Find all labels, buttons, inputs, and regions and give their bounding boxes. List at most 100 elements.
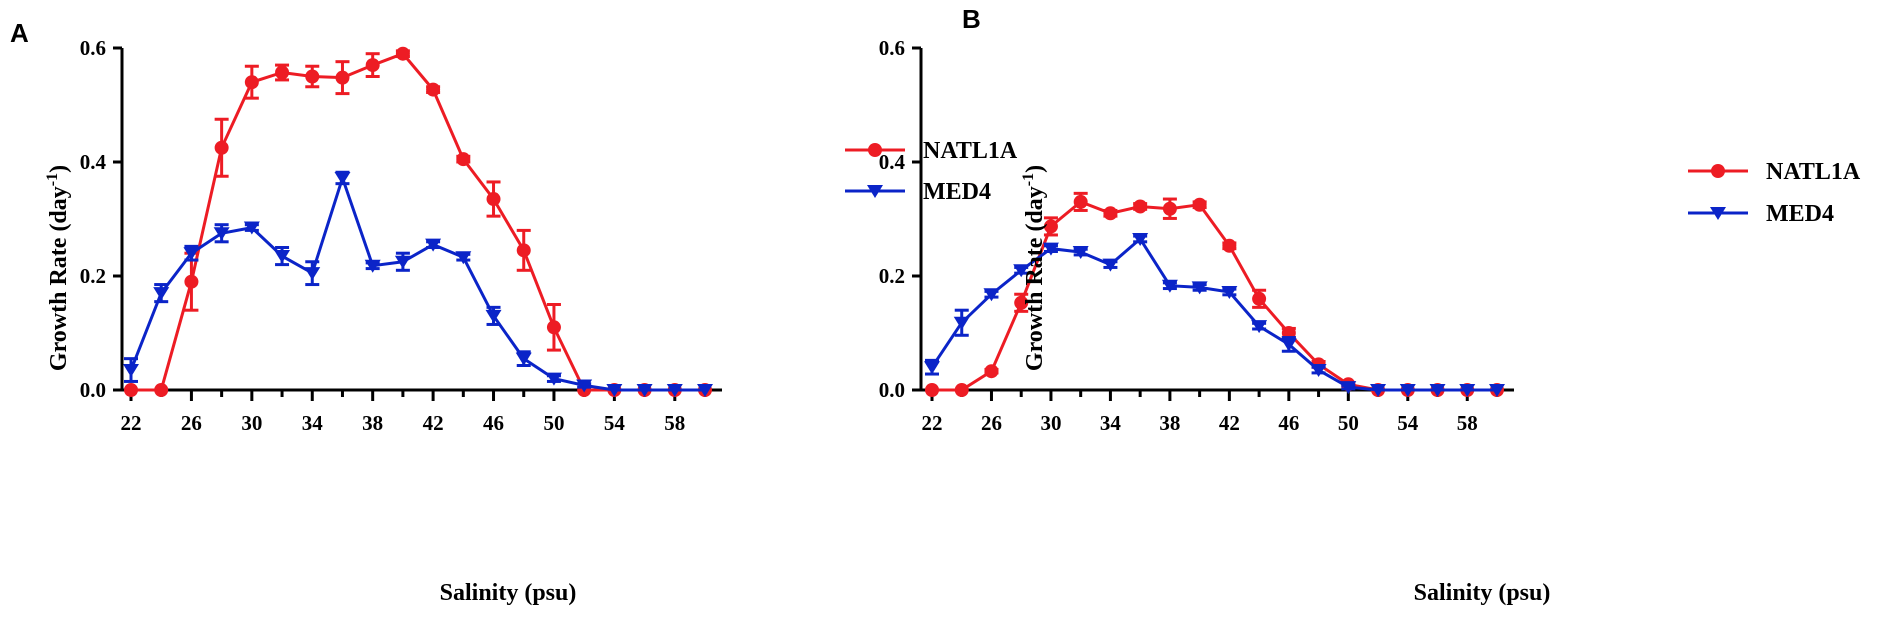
data-point-med4-b bbox=[1340, 381, 1357, 395]
data-point-med4-b bbox=[1399, 384, 1416, 397]
y-tick-label-a: 0.0 bbox=[80, 378, 106, 402]
data-point-natl1a-b bbox=[925, 383, 939, 397]
legend-label-natl1a-b: NATL1A bbox=[1766, 159, 1861, 185]
y-axis-label-a: Growth Rate (day-1) bbox=[44, 165, 72, 371]
data-point-natl1a-b bbox=[1252, 291, 1267, 306]
y-axis-label-b: Growth Rate (day-1) bbox=[1020, 165, 1048, 371]
x-tick-label-a: 26 bbox=[181, 411, 202, 435]
data-point-med4-b bbox=[1072, 246, 1089, 260]
legend-a: NATL1A MED4 bbox=[845, 138, 1018, 205]
legend-label-natl1a-a: NATL1A bbox=[923, 138, 1018, 164]
data-point-med4-b bbox=[1429, 384, 1446, 397]
data-point-med4-a bbox=[213, 227, 230, 241]
x-tick-label-a: 58 bbox=[664, 411, 685, 435]
data-point-med4-a bbox=[123, 364, 139, 378]
legend-marker-natl1a-b bbox=[1711, 164, 1725, 178]
data-point-natl1a-a bbox=[124, 383, 138, 397]
data-point-med4-b bbox=[1221, 285, 1238, 299]
data-point-med4-a bbox=[636, 384, 653, 397]
x-tick-label-a: 22 bbox=[121, 411, 142, 435]
data-point-med4-a bbox=[545, 372, 562, 386]
x-tick-label-a: 42 bbox=[423, 411, 444, 435]
data-point-med4-b bbox=[1251, 320, 1268, 334]
x-tick-label-b: 50 bbox=[1338, 411, 1359, 435]
series-line-natl1a-a bbox=[131, 51, 705, 392]
series-line-med4-a bbox=[129, 173, 705, 392]
data-point-med4-a bbox=[515, 352, 532, 366]
series-line-natl1a-b bbox=[932, 200, 1497, 392]
x-tick-label-a: 30 bbox=[241, 411, 262, 435]
data-point-med4-a bbox=[425, 238, 442, 252]
data-point-natl1a-a bbox=[395, 46, 410, 61]
legend-label-med4-b: MED4 bbox=[1766, 201, 1834, 227]
data-point-natl1a-b bbox=[1192, 197, 1207, 212]
data-point-natl1a-b bbox=[984, 364, 999, 379]
x-tick-label-a: 38 bbox=[362, 411, 383, 435]
data-point-med4-a bbox=[455, 251, 472, 265]
data-point-med4-a bbox=[394, 255, 411, 269]
x-tick-label-b: 34 bbox=[1100, 411, 1122, 435]
data-point-med4-a bbox=[576, 379, 593, 393]
panel-label-a: A bbox=[10, 18, 29, 48]
data-point-med4-a bbox=[183, 247, 200, 261]
legend-b: NATL1A MED4 bbox=[1688, 159, 1861, 227]
x-tick-label-a: 34 bbox=[302, 411, 324, 435]
y-axis-label-close-b: ) bbox=[1022, 165, 1048, 173]
y-axis-label-main-a: Growth Rate (day bbox=[46, 186, 72, 371]
legend-marker-natl1a-a bbox=[868, 143, 882, 157]
data-point-natl1a-a bbox=[365, 58, 380, 73]
data-point-med4-b bbox=[1459, 384, 1476, 397]
legend-marker-med4-a bbox=[867, 185, 883, 198]
y-tick-label-a: 0.4 bbox=[80, 150, 107, 174]
data-point-natl1a-a bbox=[426, 82, 441, 97]
data-point-natl1a-b bbox=[1014, 295, 1029, 310]
data-point-med4-b bbox=[1489, 384, 1505, 397]
data-point-natl1a-b bbox=[1103, 206, 1118, 221]
panel-label-b: B bbox=[962, 4, 981, 34]
x-tick-label-a: 46 bbox=[483, 411, 504, 435]
data-point-med4-b bbox=[1042, 242, 1059, 256]
y-axis-label-sup-a: -1 bbox=[44, 173, 61, 186]
data-point-med4-b bbox=[1013, 264, 1030, 278]
y-tick-label-a: 0.6 bbox=[80, 36, 106, 60]
y-tick-label-a: 0.2 bbox=[80, 264, 106, 288]
data-point-natl1a-a bbox=[275, 65, 290, 80]
x-tick-label-b: 38 bbox=[1159, 411, 1180, 435]
data-point-natl1a-b bbox=[1043, 219, 1058, 234]
data-point-med4-b bbox=[1132, 232, 1149, 246]
data-point-med4-b bbox=[1161, 279, 1178, 293]
y-tick-label-b: 0.2 bbox=[879, 264, 905, 288]
x-axis-label-b: Salinity (psu) bbox=[1414, 580, 1551, 606]
x-tick-label-b: 46 bbox=[1278, 411, 1299, 435]
y-tick-label-b: 0.0 bbox=[879, 378, 905, 402]
data-point-natl1a-a bbox=[305, 69, 320, 84]
plot-area-a: 0.0 0.2 0.4 0.6 22 26 30 34 38 42 46 50 54 58 bbox=[80, 36, 722, 435]
data-point-natl1a-a bbox=[214, 140, 229, 155]
data-point-natl1a-a bbox=[456, 152, 471, 167]
data-point-med4-b bbox=[1191, 281, 1208, 295]
data-point-natl1a-a bbox=[335, 70, 350, 85]
x-tick-label-a: 54 bbox=[604, 411, 626, 435]
y-axis-label-close-a: ) bbox=[46, 165, 72, 173]
data-point-med4-a bbox=[304, 267, 321, 281]
data-point-med4-b bbox=[1370, 384, 1387, 397]
x-tick-label-b: 54 bbox=[1397, 411, 1419, 435]
data-point-natl1a-a bbox=[184, 274, 199, 289]
data-point-med4-b bbox=[924, 361, 940, 375]
x-tick-label-b: 22 bbox=[922, 411, 943, 435]
y-tick-label-b: 0.6 bbox=[879, 36, 905, 60]
legend-marker-med4-b bbox=[1710, 207, 1726, 220]
x-tick-label-b: 26 bbox=[981, 411, 1002, 435]
x-axis-label-a: Salinity (psu) bbox=[440, 580, 577, 606]
data-point-med4-a bbox=[606, 384, 623, 397]
data-point-natl1a-b bbox=[1222, 238, 1237, 253]
data-point-med4-a bbox=[364, 259, 381, 273]
data-point-med4-b bbox=[1102, 258, 1119, 272]
plot-area-b: 0.0 0.2 0.4 0.6 22 26 30 34 38 42 46 50 54 58 bbox=[879, 36, 1514, 435]
data-point-med4-a bbox=[153, 287, 170, 301]
legend-item-natl1a-b: NATL1A bbox=[1688, 159, 1861, 185]
data-point-med4-b bbox=[953, 316, 970, 330]
data-point-natl1a-b bbox=[1162, 201, 1177, 216]
legend-item-natl1a-a: NATL1A bbox=[845, 138, 1018, 164]
